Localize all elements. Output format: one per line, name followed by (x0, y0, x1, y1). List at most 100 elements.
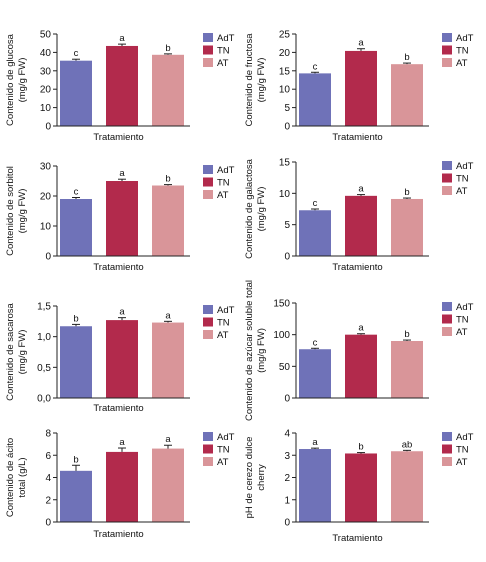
bar-at (152, 54, 184, 126)
significance-letter: b (358, 442, 363, 453)
legend-swatch-tn (442, 45, 452, 55)
bar-tn (106, 320, 138, 398)
significance-letter: c (74, 48, 79, 59)
significance-letter: b (73, 313, 78, 324)
x-axis-label: Tratamiento (93, 262, 143, 273)
y-tick-label: 0 (284, 122, 290, 133)
y-axis-label-line: (mg/g FW) (17, 330, 28, 375)
significance-letter: a (165, 310, 171, 321)
bar-at (152, 185, 184, 256)
y-tick-label: 100 (273, 330, 290, 341)
y-axis-label: Contenido de azúcar soluble total(mg/g F… (244, 280, 267, 421)
significance-letter: b (404, 187, 409, 198)
significance-letter: a (312, 437, 318, 448)
chart-panel: c a b 0 5 10 15 20 25 Contenido de fructosa(mg/g … (244, 30, 474, 144)
y-tick-label: 20 (40, 85, 52, 96)
legend-label: TN (456, 46, 469, 57)
x-axis-label: Tratamiento (332, 262, 382, 273)
y-tick-label: 6 (45, 451, 51, 462)
y-tick-label: 1,0 (37, 332, 51, 343)
y-tick-label: 50 (279, 362, 291, 373)
y-tick-label: 4 (284, 429, 290, 440)
legend-swatch-adt (442, 161, 452, 170)
y-tick-label: 15 (279, 158, 291, 169)
y-tick-label: 1 (284, 495, 290, 506)
y-tick-label: 15 (279, 66, 291, 77)
chart-panel: c a b 0 50 100 150 Contenido de azúcar soluble … (244, 280, 474, 421)
bar-tn (345, 50, 377, 126)
y-tick-label: 30 (40, 66, 52, 77)
legend-swatch-tn (203, 444, 213, 454)
legend-swatch-adt (442, 302, 452, 311)
bar-tn (345, 195, 377, 256)
legend-swatch-at (442, 186, 452, 195)
legend-swatch-adt (442, 33, 452, 42)
legend-swatch-adt (203, 165, 213, 174)
chart-panel: c a b 0 10 20 30 40 50 Contenido de glucosa(mg/g … (5, 30, 235, 144)
bar-at (152, 322, 184, 398)
legend-label: AdT (217, 165, 235, 176)
y-tick-label: 40 (40, 48, 52, 59)
bar-tn (345, 334, 377, 398)
chart-panel: c a b 0 10 20 30 Contenido de sorbitol(mg/g FW)… (5, 162, 235, 274)
bar-adt (299, 349, 331, 398)
y-axis-label-line: Contenido de ácito (5, 438, 16, 517)
significance-letter: a (119, 168, 125, 179)
y-tick-label: 25 (279, 30, 291, 41)
x-axis-label: Tratamiento (332, 533, 382, 544)
legend-swatch-at (442, 327, 452, 336)
significance-letter: b (73, 454, 78, 465)
legend-label: TN (456, 445, 469, 456)
legend-swatch-at (442, 457, 452, 466)
y-axis-label: Contenido de fructosa(mg/g FW) (244, 33, 267, 127)
bar-at (391, 198, 423, 256)
y-axis-label-line: (mg/g FW) (256, 58, 267, 103)
y-tick-label: 5 (284, 220, 290, 231)
y-tick-label: 20 (40, 192, 52, 203)
legend-label: AdT (217, 305, 235, 316)
y-tick-label: 2 (45, 495, 51, 506)
y-axis-label-line: (mg/g FW) (256, 328, 267, 373)
x-axis-label: Tratamiento (93, 403, 143, 414)
y-axis-label-line: total (g/L) (17, 457, 28, 497)
legend-swatch-adt (442, 432, 452, 441)
y-axis-label: Contenido de galactosa(mg/g FW) (244, 158, 267, 259)
bar-at (391, 341, 423, 398)
y-axis-label: Contenido de glucosa(mg/g FW) (5, 33, 28, 126)
y-tick-label: 0,0 (37, 394, 51, 405)
y-tick-label: 3 (284, 451, 290, 462)
y-axis-label-line: Contenido de galactosa (244, 158, 255, 259)
legend-swatch-adt (203, 432, 213, 441)
legend-swatch-tn (442, 314, 452, 324)
legend-label: AT (456, 327, 468, 338)
bar-adt (299, 210, 331, 256)
significance-letter: a (119, 33, 125, 44)
legend-label: AdT (456, 302, 474, 313)
y-axis-label-line: Contenido de azúcar soluble total (244, 280, 255, 421)
legend-swatch-tn (203, 177, 213, 187)
significance-letter: b (165, 174, 170, 185)
y-tick-label: 0 (45, 122, 51, 133)
significance-letter: b (165, 43, 170, 54)
legend-label: AT (456, 457, 468, 468)
y-tick-label: 0,5 (37, 363, 51, 374)
y-tick-label: 30 (40, 162, 52, 173)
bar-adt (60, 60, 92, 126)
y-axis-label-line: Contenido de sacarosa (5, 302, 16, 400)
bar-adt (60, 326, 92, 398)
significance-letter: a (165, 434, 171, 445)
bar-tn (106, 181, 138, 256)
bar-tn (106, 45, 138, 126)
significance-letter: c (313, 198, 318, 209)
y-axis-label-line: pH de cerezo dulce (244, 437, 255, 519)
y-axis-label-line: Contenido de sorbitol (5, 166, 16, 256)
y-tick-label: 5 (284, 103, 290, 114)
y-axis-label: Contenido de sorbitol(mg/g FW) (5, 166, 28, 256)
legend-label: AdT (456, 33, 474, 44)
bar-at (391, 64, 423, 126)
y-tick-label: 0 (284, 518, 290, 529)
significance-letter: a (119, 307, 125, 318)
significance-letter: ab (402, 439, 413, 450)
y-tick-label: 0 (45, 252, 51, 263)
